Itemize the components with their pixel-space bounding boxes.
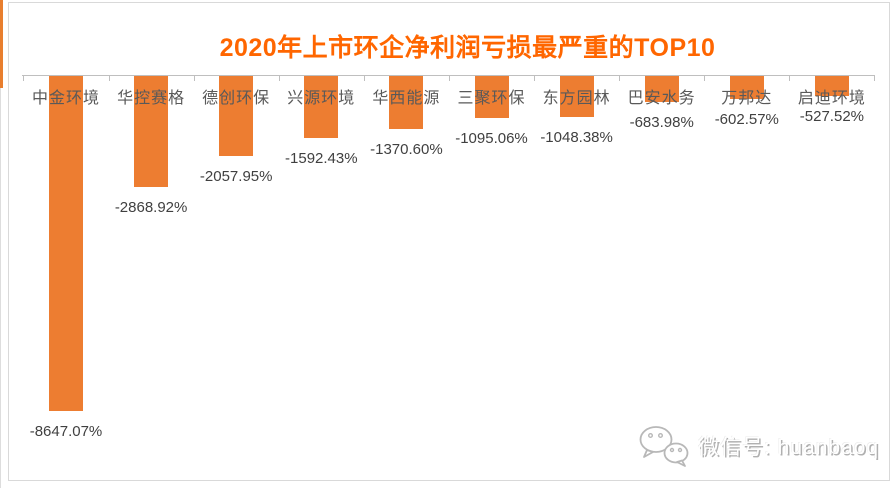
- category-label: 东方园林: [542, 90, 611, 107]
- value-label: -8647.07%: [29, 423, 103, 440]
- bar: [814, 76, 849, 96]
- x-axis-tick: [108, 75, 110, 81]
- value-label: -683.98%: [629, 114, 694, 131]
- page-left-edge-line: [0, 0, 1, 488]
- category-label: 三聚环保: [457, 90, 526, 107]
- x-axis-tick: [874, 75, 876, 81]
- x-axis-tick: [534, 75, 536, 81]
- watermark-label: 微信号: huanbaoq: [698, 436, 880, 459]
- bar: [219, 76, 254, 156]
- x-axis-line: [22, 75, 874, 76]
- x-axis-tick: [789, 75, 791, 81]
- category-label: 启迪环境: [797, 90, 866, 107]
- x-axis-tick: [23, 75, 25, 81]
- watermark: 微信号: huanbaoq: [636, 424, 879, 468]
- category-label: 华西能源: [372, 90, 441, 107]
- value-label: -602.57%: [714, 111, 779, 128]
- bar: [49, 76, 83, 411]
- bar: [644, 76, 679, 102]
- value-label: -2057.95%: [199, 168, 273, 185]
- page-left-edge-accent: [0, 0, 3, 88]
- value-label: -1592.43%: [285, 150, 358, 167]
- category-label: 巴安水务: [627, 90, 696, 107]
- value-label: -1370.60%: [370, 141, 443, 158]
- bar: [134, 76, 169, 187]
- bar: [559, 76, 594, 117]
- bar: [729, 76, 764, 99]
- x-axis-tick: [363, 75, 365, 81]
- category-label: 兴源环境: [287, 90, 356, 107]
- chart-frame: [8, 2, 890, 481]
- category-label: 德创环保: [202, 90, 271, 107]
- category-label: 中金环境: [31, 90, 101, 107]
- value-label: -1048.38%: [540, 129, 613, 146]
- bar: [304, 76, 339, 138]
- bar: [474, 76, 509, 118]
- wechat-icon: [636, 424, 692, 468]
- value-label: -527.52%: [799, 108, 864, 125]
- x-axis-tick: [704, 75, 706, 81]
- value-label: -2868.92%: [114, 199, 188, 216]
- x-axis-tick: [448, 75, 450, 81]
- x-axis-tick: [193, 75, 195, 81]
- chart-title: 2020年上市环企净利润亏损最严重的TOP10: [219, 34, 716, 62]
- category-label: 华控赛格: [117, 90, 186, 107]
- category-label: 万邦达: [721, 90, 773, 107]
- x-axis-tick: [619, 75, 621, 81]
- x-axis-tick: [278, 75, 280, 81]
- bar: [389, 76, 424, 129]
- value-label: -1095.06%: [455, 130, 528, 147]
